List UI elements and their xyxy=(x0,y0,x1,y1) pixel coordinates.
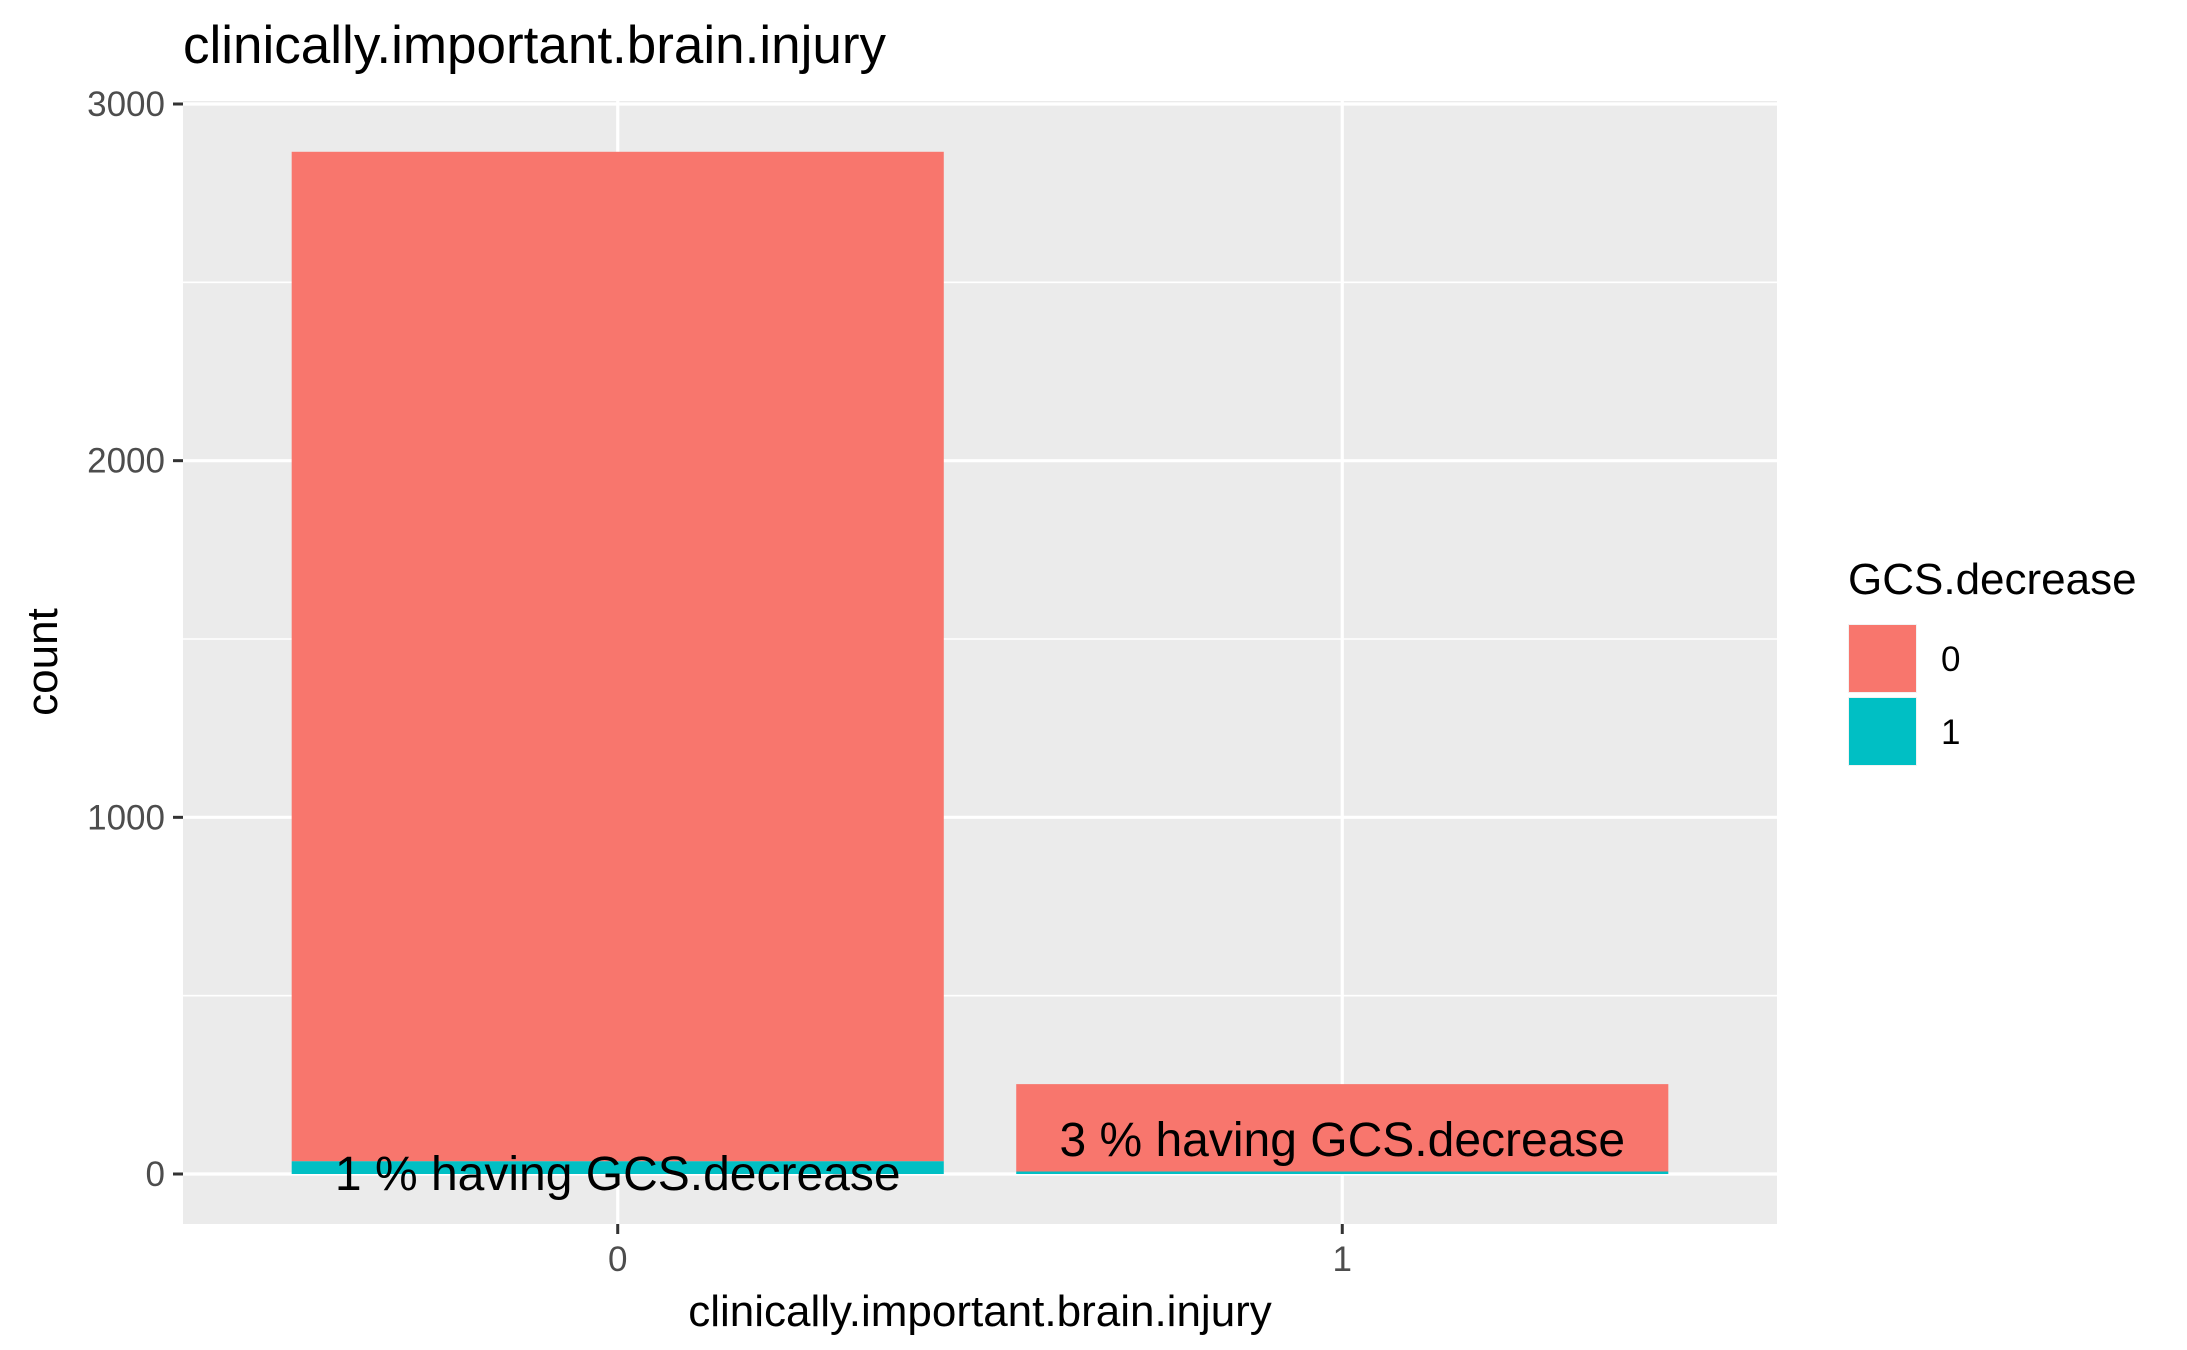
y-tick-label: 0 xyxy=(146,1155,165,1194)
y-tick-label: 3000 xyxy=(87,85,165,124)
legend-label-1: 1 xyxy=(1941,713,1960,752)
y-axis: 0 1000 2000 3000 xyxy=(87,85,183,1194)
bar-0-series-0 xyxy=(291,151,944,1162)
y-tick-label: 1000 xyxy=(87,798,165,837)
chart-title: clinically.important.brain.injury xyxy=(183,16,887,75)
x-tick-label: 0 xyxy=(608,1240,627,1279)
legend-swatch-0 xyxy=(1849,625,1916,692)
bar-0-series-1 xyxy=(291,1161,944,1174)
bar-annotation-0: 1 % having GCS.decrease xyxy=(335,1148,901,1201)
x-axis-title: clinically.important.brain.injury xyxy=(688,1287,1272,1336)
bar-annotation-1: 3 % having GCS.decrease xyxy=(1059,1114,1625,1167)
bar-1-series-1 xyxy=(1016,1171,1669,1174)
legend-label-0: 0 xyxy=(1941,640,1960,679)
y-tick-label: 2000 xyxy=(87,442,165,481)
x-tick-label: 1 xyxy=(1333,1240,1352,1279)
legend-swatch-1 xyxy=(1849,698,1916,765)
bars xyxy=(291,151,1669,1174)
legend: GCS.decrease 01 xyxy=(1848,555,2137,766)
bar-1-series-0 xyxy=(1016,1084,1669,1172)
legend-keys: 01 xyxy=(1848,624,1960,766)
y-axis-title: count xyxy=(18,608,67,716)
legend-title: GCS.decrease xyxy=(1848,555,2137,604)
bar-labels: 1 % having GCS.decrease 3 % having GCS.de… xyxy=(335,1114,1625,1201)
